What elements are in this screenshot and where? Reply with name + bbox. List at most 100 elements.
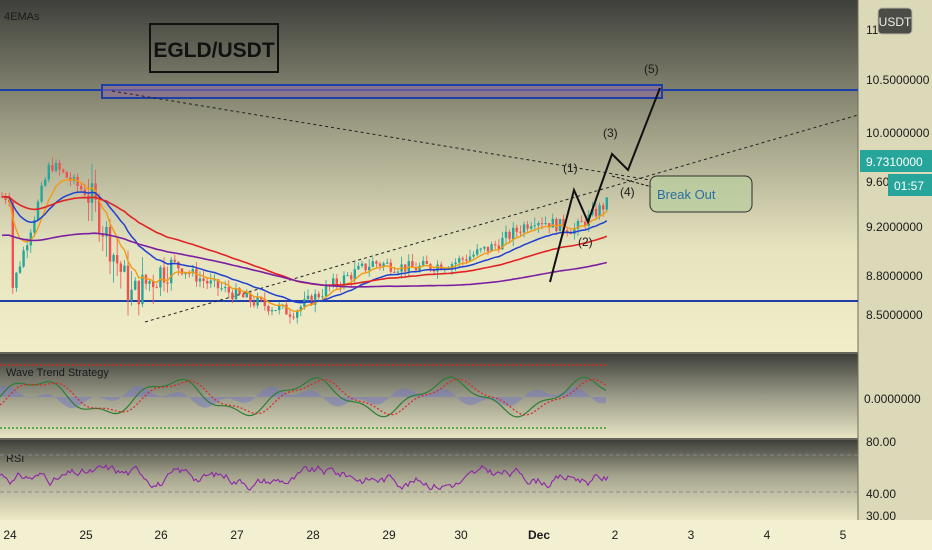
candle-body [310, 295, 313, 305]
candle-body [548, 223, 551, 228]
candle-body [414, 267, 418, 271]
candle-body [494, 244, 497, 246]
rsi-panel-bg [0, 440, 858, 520]
candle-body [533, 225, 536, 227]
wave-trend-signal [0, 378, 607, 416]
candle-body [195, 269, 198, 282]
candle-body [177, 261, 180, 269]
candle-body [267, 305, 270, 312]
rsi-title: RSI [6, 453, 24, 465]
candle-body [256, 297, 259, 306]
rsi-axis-30: 30.00 [866, 509, 896, 523]
candle-body [263, 299, 266, 306]
candle-body [576, 220, 580, 229]
candle-body [490, 244, 493, 252]
candle-body [512, 227, 515, 240]
x-tick: 28 [306, 528, 320, 542]
break-out-pointer [611, 175, 653, 188]
currency-badge[interactable]: USDT [877, 7, 913, 35]
candle-body [317, 293, 320, 298]
candle-body [422, 260, 425, 266]
candle-body [245, 293, 248, 298]
candle-body [47, 164, 50, 180]
candle-body [360, 263, 364, 266]
candle-body [526, 224, 529, 229]
candle-body [224, 287, 227, 289]
candle-body [476, 249, 479, 255]
x-tick: Dec [528, 528, 550, 542]
candle-body [299, 306, 302, 312]
candle-body [580, 220, 583, 222]
candle-body [602, 205, 605, 210]
candle-body [551, 218, 554, 228]
descending-trendline [111, 90, 651, 181]
candle-body [472, 254, 475, 257]
current-price-value: 9.7310000 [866, 155, 923, 169]
rsi-axis-40: 40.00 [866, 487, 896, 501]
current-price-partial: 9.60 [866, 175, 890, 189]
candle-body [159, 267, 162, 288]
elliott-wave-projection [549, 87, 661, 283]
x-tick: 24 [3, 528, 17, 542]
candle-body [285, 304, 288, 315]
candle-body [483, 246, 486, 249]
candle-body [605, 197, 608, 210]
candle-body [62, 169, 65, 172]
candle-body [65, 171, 68, 178]
candle-body [188, 273, 191, 275]
candle-body [562, 219, 565, 231]
candle-body [332, 278, 335, 286]
rsi-line [0, 464, 609, 491]
candle-body [371, 261, 374, 267]
candle-body [544, 223, 547, 225]
candle-body [504, 231, 508, 238]
candle-body [454, 262, 457, 265]
candle-body [353, 269, 356, 280]
candle-body [227, 287, 230, 293]
break-out-text: Break Out [657, 187, 716, 202]
candle-body [540, 223, 544, 225]
candle-body [378, 263, 382, 267]
symbol-label-box [149, 23, 279, 73]
ema-purple-line [1, 232, 607, 288]
candle-body [216, 279, 220, 289]
x-tick: 4 [764, 528, 771, 542]
candle-body [198, 278, 202, 282]
candle-body [573, 228, 576, 234]
candle-body [314, 293, 317, 305]
candle-body [180, 268, 184, 275]
candle-body [108, 226, 112, 262]
countdown-value: 01:57 [894, 179, 924, 193]
x-tick: 27 [230, 528, 244, 542]
wave-label-3: (3) [603, 126, 618, 140]
candle-body [346, 275, 349, 277]
candle-body [270, 310, 274, 312]
candle-body [26, 245, 29, 251]
x-tick: 29 [382, 528, 396, 542]
candle-body [130, 289, 133, 301]
candle-body [530, 226, 533, 229]
candle-body [519, 231, 522, 233]
candle-body [555, 218, 558, 232]
candle-body [357, 265, 360, 270]
candle-body [173, 259, 176, 262]
x-tick: 3 [688, 528, 695, 542]
price-tick-9-2: 9.2000000 [866, 220, 923, 234]
candle-body [11, 202, 14, 288]
candle-body [22, 250, 25, 267]
candle-body [116, 255, 119, 264]
candle-body [342, 275, 346, 286]
candle-body [209, 280, 212, 284]
candle-body [184, 273, 187, 275]
price-axis-bg [858, 0, 932, 520]
wave-label-2: (2) [578, 235, 593, 249]
candle-body [292, 316, 295, 318]
candle-body [486, 246, 490, 252]
candle-body [497, 245, 500, 250]
candle-body [51, 164, 54, 171]
candle-body [231, 292, 234, 300]
candle-body [162, 267, 166, 283]
candle-body [278, 305, 281, 311]
wave-trend-title: Wave Trend Strategy [6, 367, 109, 379]
